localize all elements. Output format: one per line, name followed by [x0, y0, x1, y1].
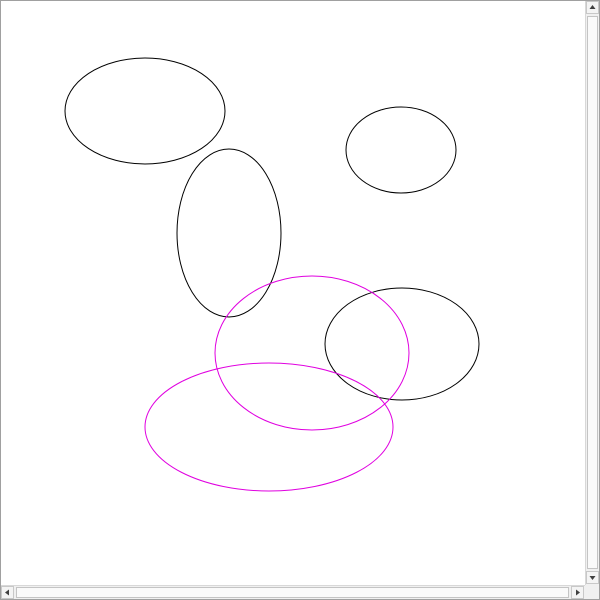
shapes-svg — [64, 57, 480, 492]
arrow-right-icon — [576, 589, 580, 596]
horizontal-scrollbar[interactable] — [1, 585, 585, 599]
ellipse-right-middle[interactable] — [324, 287, 480, 401]
scrollbar-corner — [585, 585, 599, 599]
vertical-scroll-thumb[interactable] — [587, 16, 598, 569]
arrow-down-icon — [589, 576, 596, 580]
ellipse-top-left[interactable] — [64, 57, 226, 165]
ellipse-tall-middle[interactable] — [176, 148, 282, 318]
scroll-left-button[interactable] — [1, 586, 14, 599]
vertical-scrollbar[interactable] — [585, 1, 599, 585]
scroll-up-button[interactable] — [586, 1, 599, 14]
horizontal-scroll-thumb[interactable] — [16, 587, 569, 598]
scroll-right-button[interactable] — [571, 586, 584, 599]
arrow-left-icon — [5, 589, 9, 596]
drawing-canvas[interactable] — [1, 1, 585, 585]
ellipse-top-right[interactable] — [345, 106, 457, 194]
scroll-down-button[interactable] — [586, 571, 599, 584]
ellipse-magenta-upper[interactable] — [214, 275, 410, 431]
arrow-up-icon — [589, 5, 596, 9]
ellipse-magenta-lower[interactable] — [144, 362, 394, 492]
